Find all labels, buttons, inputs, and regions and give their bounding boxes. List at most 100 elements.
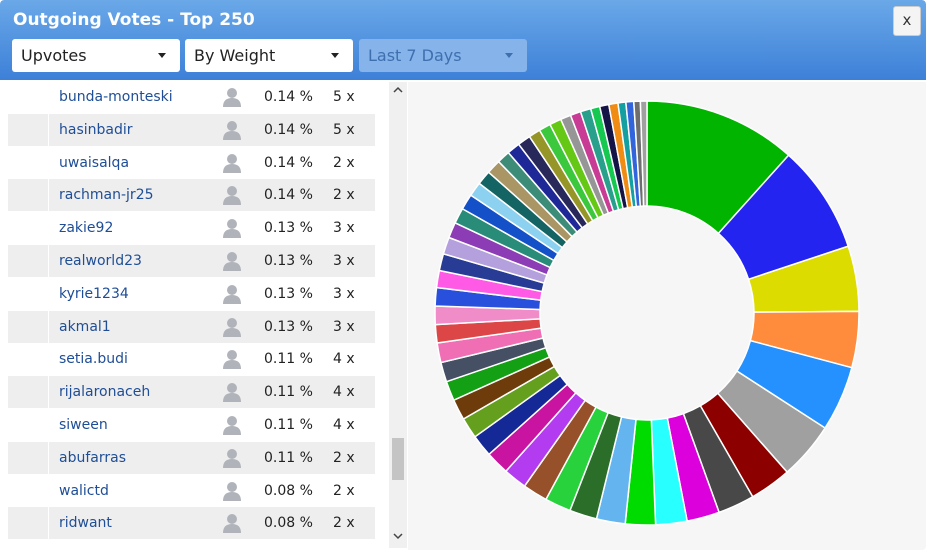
table-row: akmal1 0.13 % 3 x [8,310,375,344]
vote-type-select[interactable]: Upvotes [12,39,180,72]
icon-body [223,229,241,239]
vote-count: 5 x [333,121,355,138]
icon-body [223,130,241,140]
voter-name[interactable]: bunda-monteski [59,89,173,105]
scroll-thumb[interactable] [392,438,404,480]
table-row: walictd 0.08 % 2 x [8,474,375,508]
vote-count: 2 x [333,449,355,466]
user-icon [223,317,241,337]
table-row: uwaisalqa 0.14 % 2 x [8,146,375,180]
vote-percent: 0.13 % [264,318,313,335]
vote-table: bunda-monteski 0.14 % 5 x hasinbadir 0.14 % 5… [8,82,378,544]
vote-percent: 0.14 % [264,154,313,171]
separator [48,245,49,277]
vote-count: 2 x [333,482,355,499]
user-icon [223,481,241,501]
table-row: rachman-jr25 0.14 % 2 x [8,179,375,213]
icon-body [223,458,241,468]
close-button[interactable]: x [893,6,921,36]
vote-count: 2 x [333,515,355,532]
separator [48,113,49,146]
vote-percent: 0.11 % [264,417,313,433]
vote-percent: 0.08 % [264,515,313,532]
voter-name[interactable]: siween [59,417,108,433]
separator [48,310,49,343]
voter-name[interactable]: akmal1 [59,318,111,335]
table-row: setia.budi 0.11 % 4 x [8,343,375,377]
vote-count: 2 x [333,154,355,171]
user-icon [223,252,241,271]
user-icon [223,383,241,403]
vote-count: 3 x [333,220,355,237]
icon-body [223,98,241,107]
vote-percent: 0.13 % [264,253,313,269]
icon-body [223,360,241,370]
user-icon [223,153,241,173]
vote-count: 2 x [333,187,355,204]
vote-percent: 0.14 % [264,121,313,138]
voter-name[interactable]: hasinbadir [59,121,133,138]
voter-name[interactable]: setia.budi [59,351,128,368]
icon-body [223,524,241,534]
period-select: Last 7 Days [359,39,527,72]
icon-body [223,327,241,337]
voter-name[interactable]: walictd [59,482,109,499]
user-icon [223,416,241,435]
separator [48,277,49,310]
user-icon [223,448,241,468]
icon-body [223,196,241,206]
voter-name[interactable]: rijalaronaceh [59,384,151,401]
vote-count: 4 x [333,417,355,433]
user-icon [223,186,241,206]
user-icon [223,284,241,304]
voter-name[interactable]: zakie92 [59,220,114,237]
icon-body [223,262,241,271]
vote-percent: 0.14 % [264,187,313,204]
vote-percent: 0.11 % [264,351,313,368]
scroll-arrows [393,86,403,540]
voter-name[interactable]: kyrie1234 [59,285,129,302]
voter-name[interactable]: rachman-jr25 [59,187,154,204]
user-icon [223,514,241,534]
separator [48,343,49,376]
vote-count: 3 x [333,253,355,269]
scroll-down [393,533,403,540]
voter-name[interactable]: abufarras [59,449,126,466]
icon-head [227,481,237,492]
sort-select[interactable]: By Weight [185,39,353,72]
table-row: siween 0.11 % 4 x [8,409,375,442]
separator [48,179,49,212]
icon-head [227,350,237,361]
separator [48,212,49,245]
icon-head [227,317,237,328]
icon-head [227,383,237,394]
icon-head [227,514,237,525]
icon-head [227,416,237,426]
vote-count: 4 x [333,384,355,401]
icon-head [227,88,237,98]
separator [48,409,49,441]
title: Outgoing Votes - Top 250 [13,10,255,30]
voter-name[interactable]: uwaisalqa [59,154,130,171]
voter-name[interactable]: ridwant [59,515,112,532]
icon-head [227,186,237,197]
user-icon [223,350,241,370]
icon-head [227,219,237,230]
vote-percent: 0.13 % [264,285,313,302]
table-row: hasinbadir 0.14 % 5 x [8,113,375,147]
scrollbar[interactable] [389,82,407,548]
vote-count: 3 x [333,285,355,302]
table-row: kyrie1234 0.13 % 3 x [8,277,375,311]
voter-name[interactable]: realworld23 [59,253,142,269]
vote-percent: 0.13 % [264,220,313,237]
icon-head [227,448,237,459]
separator [48,507,49,540]
table-row: rijalaronaceh 0.11 % 4 x [8,376,375,410]
chart-panel [408,82,926,550]
user-icon [223,219,241,239]
icon-head [227,153,237,164]
separator [48,474,49,507]
table-row: ridwant 0.08 % 2 x [8,507,375,541]
table-row: realworld23 0.13 % 3 x [8,245,375,278]
